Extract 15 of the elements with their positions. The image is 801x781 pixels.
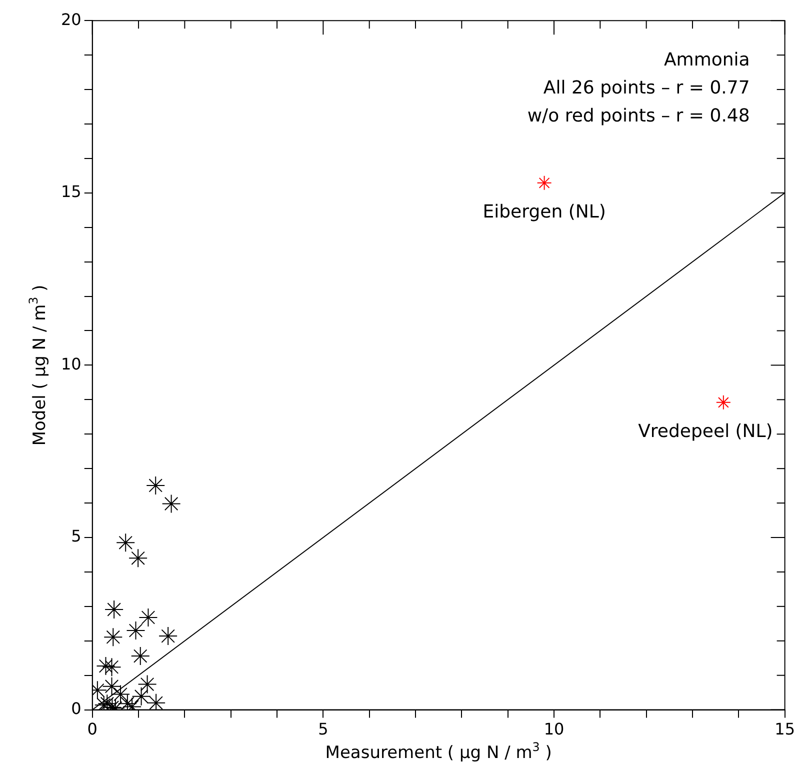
- y-axis-title: Model ( μg N / m3 ): [26, 284, 50, 446]
- x-tick-label: 10: [544, 720, 564, 739]
- annotation: w/o red points – r = 0.48: [527, 105, 750, 126]
- annotation: Vredepeel (NL): [638, 421, 773, 442]
- x-tick-label: 0: [87, 720, 98, 739]
- y-tick-label: 5: [71, 526, 82, 546]
- x-tick-label: 15: [774, 720, 795, 739]
- y-tick-label: 20: [61, 10, 82, 29]
- annotation: All 26 points – r = 0.77: [543, 77, 750, 98]
- annotation: Ammonia: [664, 49, 750, 70]
- annotation: Eibergen (NL): [482, 202, 606, 223]
- y-tick-label: 15: [61, 182, 82, 202]
- x-tick-label: 5: [318, 720, 328, 739]
- y-tick-label: 0: [71, 698, 82, 718]
- y-tick-label: 10: [61, 354, 82, 374]
